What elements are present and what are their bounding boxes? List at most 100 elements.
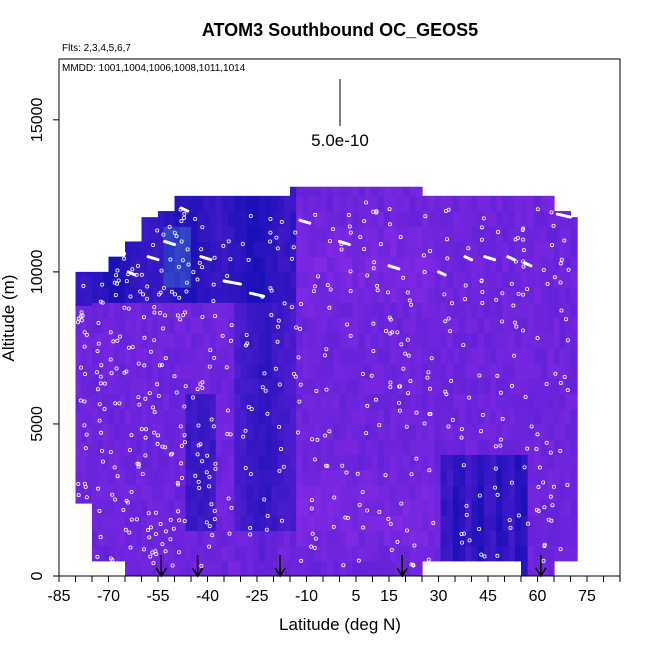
heatmap-cell	[185, 469, 192, 486]
heatmap-cell	[169, 226, 176, 243]
heatmap-cell	[521, 317, 529, 334]
sample-marker	[558, 261, 563, 266]
profile-markers	[155, 555, 547, 578]
heatmap-cell	[114, 530, 121, 547]
heatmap-cell	[265, 332, 273, 349]
heatmap-cell	[86, 271, 93, 276]
heatmap-cell	[409, 302, 417, 319]
heatmap-cell	[191, 378, 198, 395]
heatmap-cell	[271, 545, 279, 562]
sample-marker	[195, 452, 200, 457]
sample-marker	[395, 330, 400, 335]
heatmap-cell	[141, 271, 148, 288]
heatmap-cell	[471, 241, 479, 258]
heatmap-cell	[452, 332, 460, 349]
heatmap-cell	[422, 393, 429, 410]
heatmap-cell	[452, 195, 460, 212]
heatmap-cell	[377, 393, 385, 410]
heatmap-cell	[422, 317, 429, 334]
heatmap-cell	[246, 347, 254, 364]
heatmap-cell	[339, 560, 347, 576]
sample-marker	[143, 396, 148, 401]
heatmap-cell	[174, 454, 181, 471]
heatmap-cell	[209, 454, 217, 471]
heatmap-cell	[358, 515, 366, 531]
sample-marker	[142, 315, 147, 320]
heatmap-cell	[108, 256, 115, 273]
sample-marker	[196, 423, 201, 428]
heatmap-cell	[440, 469, 448, 486]
heatmap-cell	[103, 408, 110, 425]
heatmap-cell	[81, 411, 88, 428]
sample-marker	[356, 558, 361, 563]
heatmap-cell	[390, 226, 398, 243]
heatmap-cell	[209, 378, 217, 395]
heatmap-cell	[283, 347, 291, 364]
y-axis-label: Altitude (m)	[0, 275, 18, 362]
heatmap-cell	[81, 320, 88, 337]
sample-marker	[100, 300, 105, 305]
heatmap-cell	[565, 317, 572, 334]
heatmap-cell	[396, 317, 404, 334]
heatmap-cell	[496, 302, 504, 319]
heatmap-cell	[114, 378, 121, 395]
heatmap-cell	[271, 469, 279, 486]
heatmap-column	[521, 195, 555, 576]
heatmap-cell	[565, 302, 572, 319]
heatmap-cell	[477, 469, 485, 486]
sample-marker	[274, 235, 279, 240]
heatmap-cell	[465, 363, 473, 379]
heatmap-cell	[265, 317, 273, 334]
heatmap-cell	[496, 317, 504, 334]
heatmap-cell	[290, 195, 297, 212]
heatmap-cell	[97, 378, 104, 395]
heatmap-cell	[180, 317, 187, 334]
heatmap-cell	[320, 332, 328, 349]
heatmap-cell	[352, 423, 360, 440]
sample-marker	[445, 256, 450, 261]
heatmap-cell	[434, 363, 442, 379]
heatmap-cell	[390, 241, 398, 258]
heatmap-cell	[283, 484, 291, 501]
heatmap-cell	[508, 317, 516, 334]
heatmap-cell	[203, 211, 211, 227]
heatmap-cell	[521, 484, 529, 501]
heatmap-cell	[314, 530, 322, 547]
heatmap-cell	[327, 363, 334, 379]
flight-track-dash	[555, 212, 572, 219]
heatmap-cell	[452, 211, 460, 227]
heatmap-cell	[246, 393, 254, 410]
heatmap-cell	[554, 530, 561, 547]
heatmap-cell	[527, 560, 535, 576]
heatmap-cell	[364, 241, 372, 258]
heatmap-cell	[358, 256, 366, 273]
sample-marker	[84, 495, 89, 500]
heatmap-cell	[409, 423, 417, 440]
heatmap-cell	[434, 530, 442, 547]
heatmap-cell	[527, 545, 535, 562]
sample-marker	[450, 417, 455, 422]
heatmap-cell	[152, 287, 159, 303]
sample-marker	[134, 517, 139, 522]
heatmap-cell	[296, 530, 303, 547]
heatmap-cell	[547, 439, 555, 455]
heatmap-cell	[570, 271, 578, 288]
sample-marker	[339, 247, 344, 252]
heatmap-cell	[246, 211, 254, 227]
heatmap-cell	[290, 211, 297, 227]
heatmap-cell	[358, 332, 366, 349]
heatmap-cell	[158, 211, 165, 227]
sample-marker	[142, 335, 147, 340]
heatmap-cell	[377, 363, 385, 379]
heatmap-cell	[283, 545, 291, 562]
heatmap-cell	[440, 378, 448, 395]
heatmap-cell	[565, 545, 572, 562]
heatmap-cell	[396, 545, 404, 562]
heatmap-cell	[565, 408, 572, 425]
heatmap-cell	[554, 469, 561, 486]
heatmap-cell	[383, 363, 391, 379]
heatmap-cell	[283, 378, 291, 395]
heatmap-cell	[446, 256, 454, 273]
heatmap-cell	[209, 423, 217, 440]
heatmap-cell	[125, 439, 132, 455]
